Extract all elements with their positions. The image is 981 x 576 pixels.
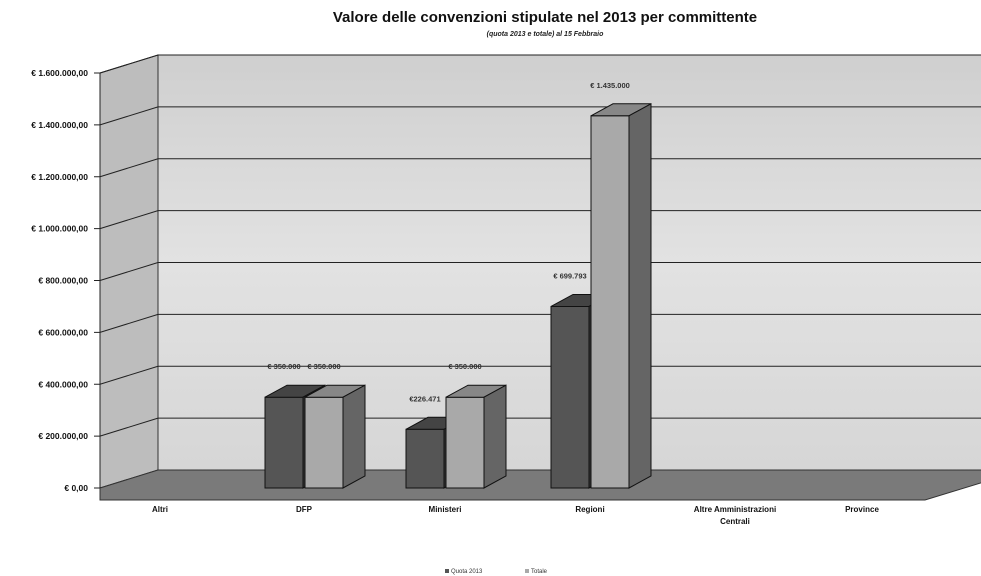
bar-side: [628, 102, 652, 489]
bar: [264, 396, 304, 489]
x-tick-label: Centrali: [720, 517, 750, 526]
y-tick-label: € 1.400.000,00: [31, 120, 88, 130]
data-label: € 350.000: [448, 362, 481, 371]
data-label: € 1.435.000: [590, 81, 630, 90]
x-tick-label: Regioni: [575, 505, 604, 514]
bar: [405, 428, 445, 489]
x-tick-label: Altre Amministrazioni: [694, 505, 776, 514]
gridline-side: [99, 106, 159, 126]
data-label: € 350.000: [267, 362, 300, 371]
y-tick-label: € 200.000,00: [38, 431, 88, 441]
gridline-side: [99, 262, 159, 281]
y-tick-label: € 600.000,00: [38, 327, 88, 337]
y-tick-label: € 1.600.000,00: [31, 68, 88, 78]
bar-side: [483, 384, 507, 489]
gridline-side: [99, 365, 159, 385]
data-label: € 699.793: [553, 271, 586, 280]
gridline-side: [99, 158, 159, 178]
data-label: € 350.000: [307, 362, 340, 371]
legend-label: Totale: [531, 569, 548, 575]
legend-swatch: [525, 569, 529, 573]
legend-label: Quota 2013: [451, 569, 483, 575]
bar: [590, 115, 630, 489]
bar: [445, 396, 485, 489]
y-tick-label: € 800.000,00: [38, 276, 88, 286]
x-tick-label: Altri: [152, 505, 168, 514]
gridline-side: [99, 210, 159, 230]
gridline-side: [99, 417, 159, 437]
x-tick-label: Province: [845, 505, 879, 514]
bar-side: [342, 384, 366, 489]
chart-subtitle: (quota 2013 e totale) al 15 Febbraio: [487, 31, 604, 38]
y-tick-label: € 0,00: [64, 483, 88, 493]
y-tick-label: € 400.000,00: [38, 379, 88, 389]
bar: [550, 305, 590, 489]
bar: [304, 396, 344, 489]
gridline-side: [99, 54, 159, 74]
y-tick-label: € 1.000.000,00: [31, 224, 88, 234]
legend-swatch: [445, 569, 449, 573]
gridline-side: [99, 313, 159, 333]
y-tick-label: € 1.200.000,00: [31, 172, 88, 182]
x-tick-label: Ministeri: [429, 505, 462, 514]
chart-title: Valore delle convenzioni stipulate nel 2…: [333, 9, 757, 26]
plot-area: € 0,00 € 200.000,00 € 400.000,00 € 600.000,…: [31, 54, 981, 575]
floor: [99, 469, 981, 501]
x-tick-label: DFP: [296, 505, 313, 514]
data-label: €226.471: [409, 394, 440, 403]
